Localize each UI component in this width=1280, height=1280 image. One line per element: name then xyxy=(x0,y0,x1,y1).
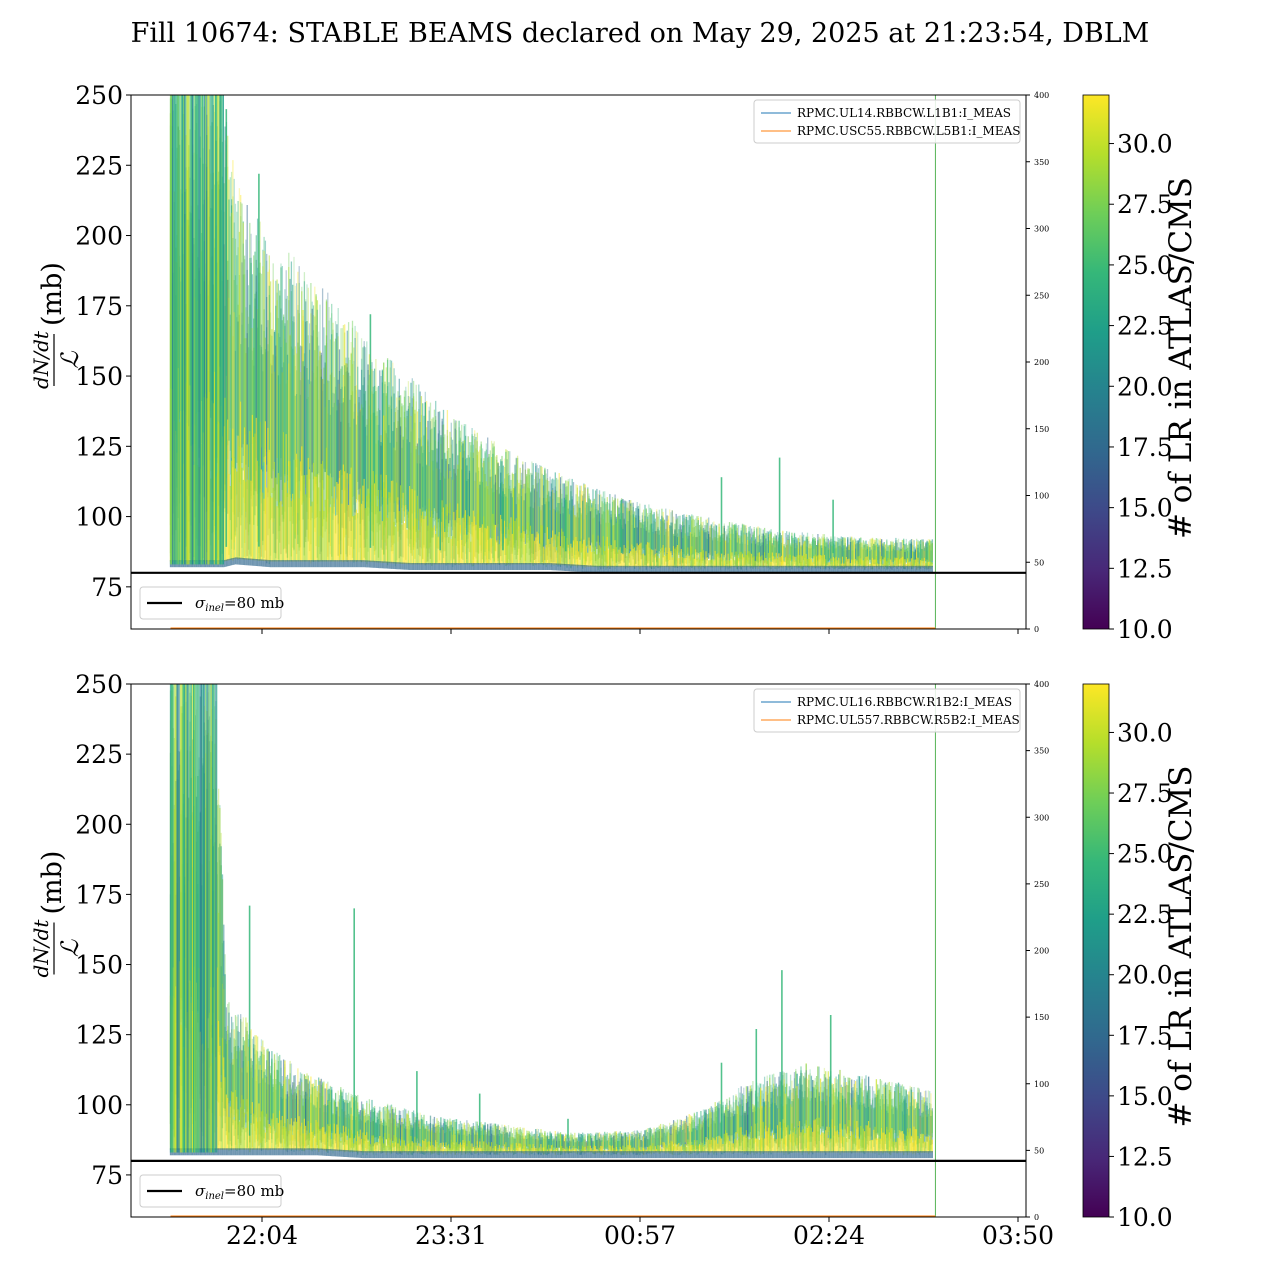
secondary-y-tick-label: 0 xyxy=(1034,625,1039,634)
series-legend-label: RPMC.UL14.RBBCW.L1B1:I_MEAS xyxy=(797,106,1011,120)
y-tick-label: 250 xyxy=(75,81,123,110)
secondary-y-tick-label: 350 xyxy=(1034,158,1049,167)
chart-panel-bottom: 7510012515017520022525005010015020025030… xyxy=(29,670,1199,1250)
y-label-numerator: dN/dt xyxy=(29,330,53,389)
colorbar-tick-label: 22.5 xyxy=(1117,312,1173,341)
colorbar xyxy=(1083,95,1109,629)
y-label-unit: (mb) xyxy=(37,262,68,326)
secondary-y-tick-label: 100 xyxy=(1034,492,1049,501)
secondary-y-tick-label: 400 xyxy=(1034,91,1049,100)
data-band xyxy=(169,95,933,573)
y-tick-label: 150 xyxy=(75,362,123,391)
colorbar-tick-label: 30.0 xyxy=(1117,130,1173,159)
y-axis-label: dN/dt ℒ (mb) xyxy=(29,262,84,389)
secondary-y-tick-label: 200 xyxy=(1034,358,1049,367)
y-tick-label: 125 xyxy=(75,432,123,461)
colorbar-frame xyxy=(1082,94,1110,630)
colorbar-tick-label: 27.5 xyxy=(1117,190,1173,219)
y-tick-label: 200 xyxy=(75,222,123,251)
secondary-y-tick-label: 250 xyxy=(1034,291,1049,300)
y-label-denominator: ℒ xyxy=(56,351,84,369)
reference-legend-label: σinel=80 mb xyxy=(195,594,284,614)
colorbar-label: # of LR in ATLAS/CMS xyxy=(1163,177,1199,539)
y-tick-label: 175 xyxy=(75,292,123,321)
reference-legend-box xyxy=(139,586,282,620)
colorbar-tick-label: 25.0 xyxy=(1117,251,1173,280)
y-tick-label: 75 xyxy=(91,573,123,602)
secondary-y-tick-label: 150 xyxy=(1034,425,1049,434)
y-tick-label: 225 xyxy=(75,151,123,180)
colorbar-tick-label: 15.0 xyxy=(1117,494,1173,523)
y-tick-label: 100 xyxy=(75,503,123,532)
colorbar-tick-label: 12.5 xyxy=(1117,554,1173,583)
secondary-y-tick-label: 50 xyxy=(1034,558,1044,567)
series-legend-box xyxy=(753,99,1021,144)
chart-panel-top: 75 100 125 150 175 200 225 250 0 50 100 150 200 250 30… xyxy=(29,81,1199,644)
chart-title: Fill 10674: STABLE BEAMS declared on May… xyxy=(130,18,1150,49)
secondary-y-tick-label: 300 xyxy=(1034,225,1049,234)
data-band xyxy=(169,684,933,1159)
colorbar-tick-label: 20.0 xyxy=(1117,372,1173,401)
series-legend-label: RPMC.USC55.RBBCW.L5B1:I_MEAS xyxy=(797,124,1020,138)
colorbar-tick-label: 17.5 xyxy=(1117,433,1173,462)
colorbar-tick-label: 10.0 xyxy=(1117,615,1173,644)
